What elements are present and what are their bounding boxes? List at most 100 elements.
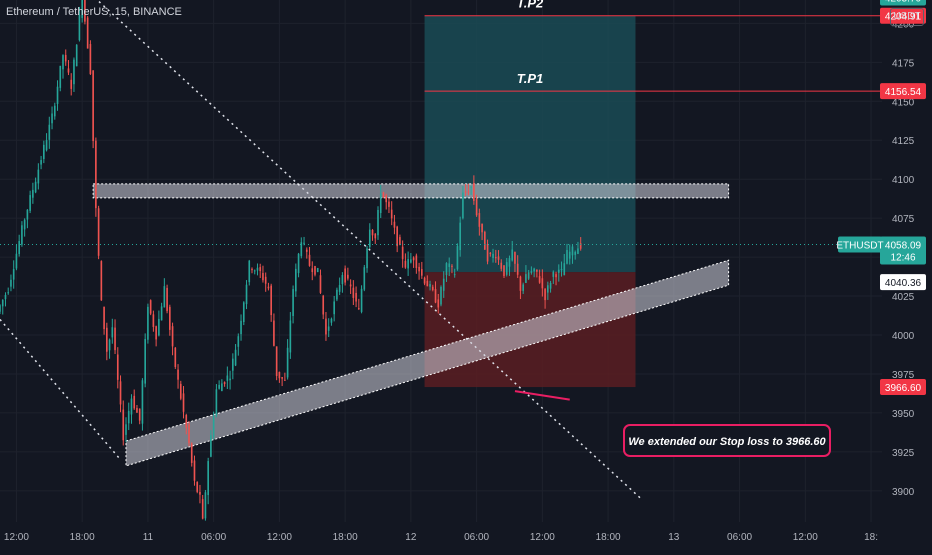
candle <box>160 306 163 321</box>
candle <box>26 209 29 220</box>
candle <box>59 65 62 88</box>
candle <box>75 44 78 67</box>
candle <box>114 327 116 351</box>
x-tick-label: 13 <box>668 532 680 543</box>
candle <box>18 241 20 254</box>
candle <box>319 275 322 293</box>
candle <box>527 272 530 279</box>
candle <box>338 284 341 292</box>
target-label-1: T.P2 <box>517 0 544 11</box>
candle <box>43 144 45 159</box>
candle <box>70 79 73 89</box>
candle <box>451 265 453 267</box>
candle <box>333 301 335 315</box>
candle <box>568 251 571 259</box>
y-tick-label: 4000 <box>892 331 915 342</box>
candle <box>533 268 535 272</box>
candle <box>448 263 451 267</box>
candle <box>497 256 500 260</box>
candle <box>119 381 122 405</box>
candle <box>100 261 103 301</box>
candle <box>522 284 524 291</box>
candle <box>62 55 64 70</box>
lower-trendline <box>0 318 122 461</box>
x-tick-label: 12:00 <box>793 532 818 543</box>
support-channel <box>125 259 730 467</box>
upper-trendline <box>96 0 642 500</box>
candle <box>440 286 442 305</box>
candle <box>12 269 15 280</box>
candle <box>401 246 404 260</box>
last-price-tag-bg <box>880 236 926 265</box>
candle <box>486 243 489 262</box>
candle <box>445 263 448 276</box>
tp1-price-tag-bg <box>880 83 926 100</box>
candle <box>305 249 308 252</box>
y-tick-label: 4075 <box>892 214 915 225</box>
candle <box>273 320 275 346</box>
candle <box>489 252 492 254</box>
candle <box>174 347 177 368</box>
candle <box>48 124 51 140</box>
candle <box>223 382 226 384</box>
candle <box>251 268 253 271</box>
candle <box>475 198 478 216</box>
candle <box>571 246 574 256</box>
x-tick-label: 12:00 <box>267 532 292 543</box>
candle <box>366 248 368 269</box>
candle <box>431 286 434 290</box>
x-tick-label: 18:00 <box>596 532 621 543</box>
y-tick-label: 3975 <box>892 370 915 381</box>
candle <box>484 231 486 250</box>
candle <box>286 347 289 378</box>
candle <box>106 327 108 352</box>
candle <box>51 113 53 124</box>
candle <box>78 14 81 41</box>
candle <box>412 257 415 261</box>
candle <box>256 267 259 271</box>
candle <box>125 424 127 435</box>
candle <box>538 276 541 283</box>
x-tick-label: 12:00 <box>530 532 555 543</box>
y-tick-label: 3900 <box>892 487 915 498</box>
candle <box>336 289 338 300</box>
y-tick-label: 4175 <box>892 58 915 69</box>
candle <box>396 226 398 247</box>
entry-price-tag: 4040.36 <box>885 278 922 289</box>
candle <box>95 140 97 209</box>
candle <box>327 326 330 331</box>
candle <box>45 140 48 151</box>
candle <box>379 193 382 214</box>
candle <box>284 379 286 381</box>
candle <box>158 318 160 336</box>
candle <box>322 295 325 315</box>
stop-price-tag-bg <box>880 379 926 396</box>
candle <box>385 195 388 203</box>
candle <box>494 257 497 259</box>
currency-selector[interactable]: USDT <box>890 8 924 26</box>
target-label-2: T.P1 <box>517 71 544 86</box>
candle <box>399 237 401 245</box>
x-tick-label: 11 <box>143 532 154 543</box>
y-tick-label: 4125 <box>892 136 915 147</box>
candle <box>29 195 31 211</box>
candle <box>314 266 316 275</box>
candle <box>574 251 577 255</box>
target-zone <box>424 15 636 273</box>
candle <box>215 389 218 416</box>
candle <box>549 283 552 289</box>
symbol-tag: ETHUSDT <box>836 240 883 251</box>
candle <box>544 288 546 301</box>
candle <box>193 460 196 481</box>
candle <box>237 336 240 347</box>
candle <box>34 181 37 193</box>
candle <box>508 258 511 267</box>
candle <box>505 262 508 275</box>
candle <box>130 398 133 415</box>
x-tick-label: 18:00 <box>333 532 358 543</box>
candle <box>259 267 262 272</box>
candle <box>221 383 223 392</box>
candle <box>188 424 190 444</box>
